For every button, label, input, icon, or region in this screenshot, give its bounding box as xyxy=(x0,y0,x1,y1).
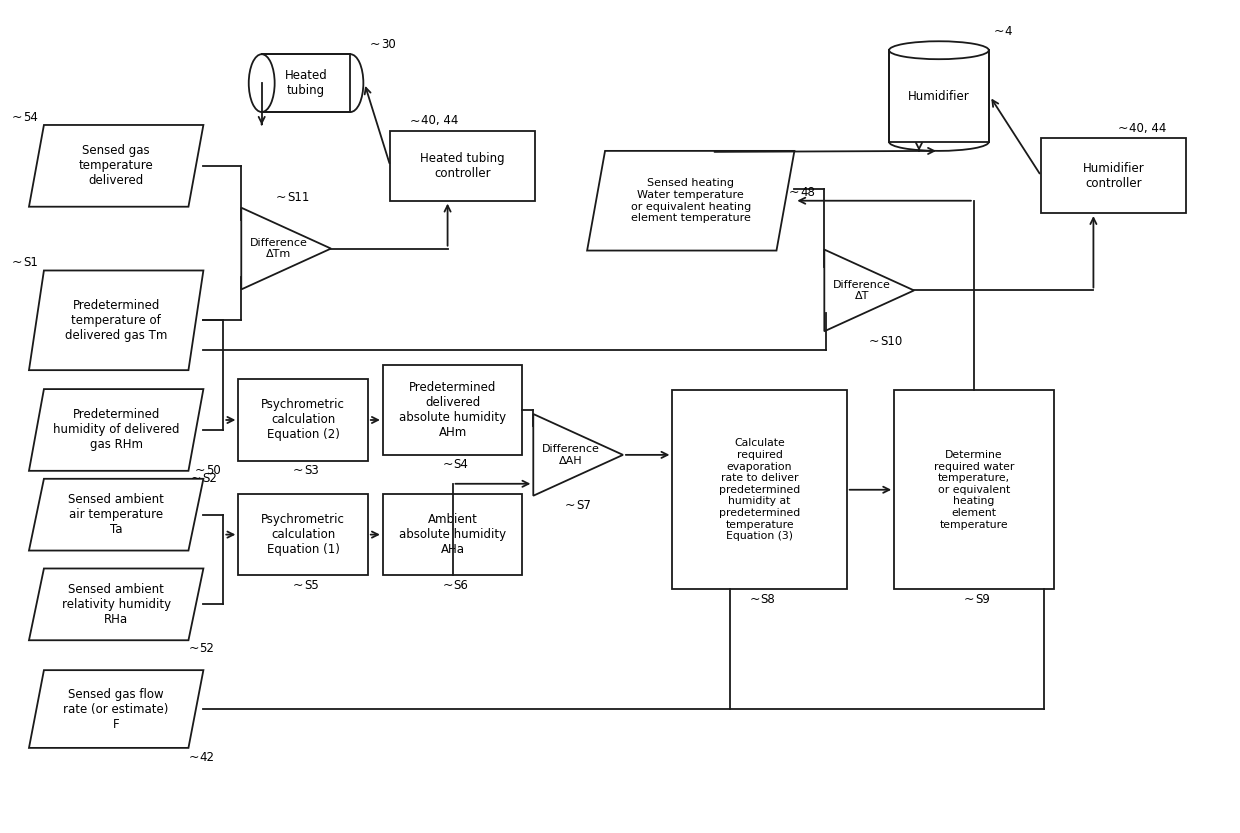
Ellipse shape xyxy=(249,54,274,112)
Bar xyxy=(383,494,522,576)
Text: Predetermined
delivered
absolute humidity
AHm: Predetermined delivered absolute humidit… xyxy=(399,381,506,439)
Bar xyxy=(391,131,534,201)
Text: Psychrometric
calculation
Equation (1): Psychrometric calculation Equation (1) xyxy=(262,513,345,556)
Text: ~: ~ xyxy=(993,25,1004,37)
Text: Psychrometric
calculation
Equation (2): Psychrometric calculation Equation (2) xyxy=(262,398,345,441)
Text: Ambient
absolute humidity
AHa: Ambient absolute humidity AHa xyxy=(399,513,506,556)
Ellipse shape xyxy=(889,42,988,59)
Text: 30: 30 xyxy=(381,37,396,51)
Text: Predetermined
humidity of delivered
gas RHm: Predetermined humidity of delivered gas … xyxy=(53,408,180,451)
Text: S10: S10 xyxy=(880,335,903,347)
Bar xyxy=(262,54,351,112)
Text: Humidifier
controller: Humidifier controller xyxy=(1083,162,1145,190)
Bar xyxy=(383,365,522,455)
Text: S3: S3 xyxy=(304,464,319,477)
Polygon shape xyxy=(29,479,203,551)
Text: Calculate
required
evaporation
rate to deliver
predetermined
humidity at
predete: Calculate required evaporation rate to d… xyxy=(719,438,800,541)
Text: S2: S2 xyxy=(202,472,217,486)
Text: 54: 54 xyxy=(24,111,38,123)
Text: 40, 44: 40, 44 xyxy=(422,114,459,127)
Text: ~: ~ xyxy=(275,192,286,204)
Text: ~: ~ xyxy=(370,37,381,51)
Polygon shape xyxy=(29,389,203,471)
Text: ~: ~ xyxy=(565,499,575,512)
Bar xyxy=(889,50,988,142)
Bar xyxy=(238,379,368,461)
Text: 4: 4 xyxy=(1004,25,1012,37)
Text: Humidifier: Humidifier xyxy=(908,90,970,102)
Text: S7: S7 xyxy=(577,499,591,512)
Polygon shape xyxy=(29,671,203,748)
Polygon shape xyxy=(29,271,203,370)
Text: ~: ~ xyxy=(188,641,198,655)
Text: S8: S8 xyxy=(760,593,775,606)
Polygon shape xyxy=(242,207,331,289)
Bar xyxy=(672,390,847,590)
Text: Difference
ΔTm: Difference ΔTm xyxy=(250,237,308,259)
Polygon shape xyxy=(533,414,622,496)
Text: ~: ~ xyxy=(443,579,453,592)
Polygon shape xyxy=(825,250,914,332)
Text: 52: 52 xyxy=(200,641,215,655)
Text: ~: ~ xyxy=(1118,122,1128,135)
Text: ~: ~ xyxy=(443,458,453,471)
Text: Sensed ambient
relativity humidity
RHa: Sensed ambient relativity humidity RHa xyxy=(62,583,171,626)
Text: Difference
ΔT: Difference ΔT xyxy=(833,280,890,302)
Text: ~: ~ xyxy=(188,751,198,765)
Polygon shape xyxy=(29,568,203,641)
Text: Sensed heating
Water temperature
or equivalent heating
element temperature: Sensed heating Water temperature or equi… xyxy=(631,178,751,223)
Text: ~: ~ xyxy=(869,335,879,347)
Text: S1: S1 xyxy=(24,256,38,269)
Text: S5: S5 xyxy=(304,579,319,592)
Text: ~: ~ xyxy=(195,464,206,477)
Bar xyxy=(238,494,368,576)
Text: 40, 44: 40, 44 xyxy=(1130,122,1167,135)
Polygon shape xyxy=(587,151,795,251)
Text: S6: S6 xyxy=(454,579,469,592)
Text: ~: ~ xyxy=(11,111,22,123)
Text: S9: S9 xyxy=(975,593,990,606)
Text: Determine
required water
temperature,
or equivalent
heating
element
temperature: Determine required water temperature, or… xyxy=(934,450,1014,530)
Text: 50: 50 xyxy=(206,464,221,477)
Text: Predetermined
temperature of
delivered gas Tm: Predetermined temperature of delivered g… xyxy=(64,299,167,342)
Text: ~: ~ xyxy=(293,579,304,592)
Text: Heated
tubing: Heated tubing xyxy=(285,69,327,97)
Text: Difference
ΔAH: Difference ΔAH xyxy=(542,444,600,466)
Polygon shape xyxy=(29,125,203,207)
Text: Heated tubing
controller: Heated tubing controller xyxy=(420,152,505,180)
Text: ~: ~ xyxy=(293,464,304,477)
Text: ~: ~ xyxy=(963,593,975,606)
Text: 42: 42 xyxy=(200,751,215,765)
Text: Sensed gas
temperature
delivered: Sensed gas temperature delivered xyxy=(79,144,154,187)
Text: ~: ~ xyxy=(749,593,760,606)
Text: ~: ~ xyxy=(789,187,800,199)
Text: 48: 48 xyxy=(800,187,815,199)
Text: ~: ~ xyxy=(11,256,22,269)
Text: Sensed ambient
air temperature
Ta: Sensed ambient air temperature Ta xyxy=(68,493,164,536)
Bar xyxy=(1042,138,1185,213)
Text: ~: ~ xyxy=(191,472,202,486)
Text: S11: S11 xyxy=(288,192,310,204)
Text: ~: ~ xyxy=(410,114,420,127)
Text: S4: S4 xyxy=(454,458,469,471)
Text: Sensed gas flow
rate (or estimate)
F: Sensed gas flow rate (or estimate) F xyxy=(63,687,169,731)
Bar xyxy=(894,390,1054,590)
